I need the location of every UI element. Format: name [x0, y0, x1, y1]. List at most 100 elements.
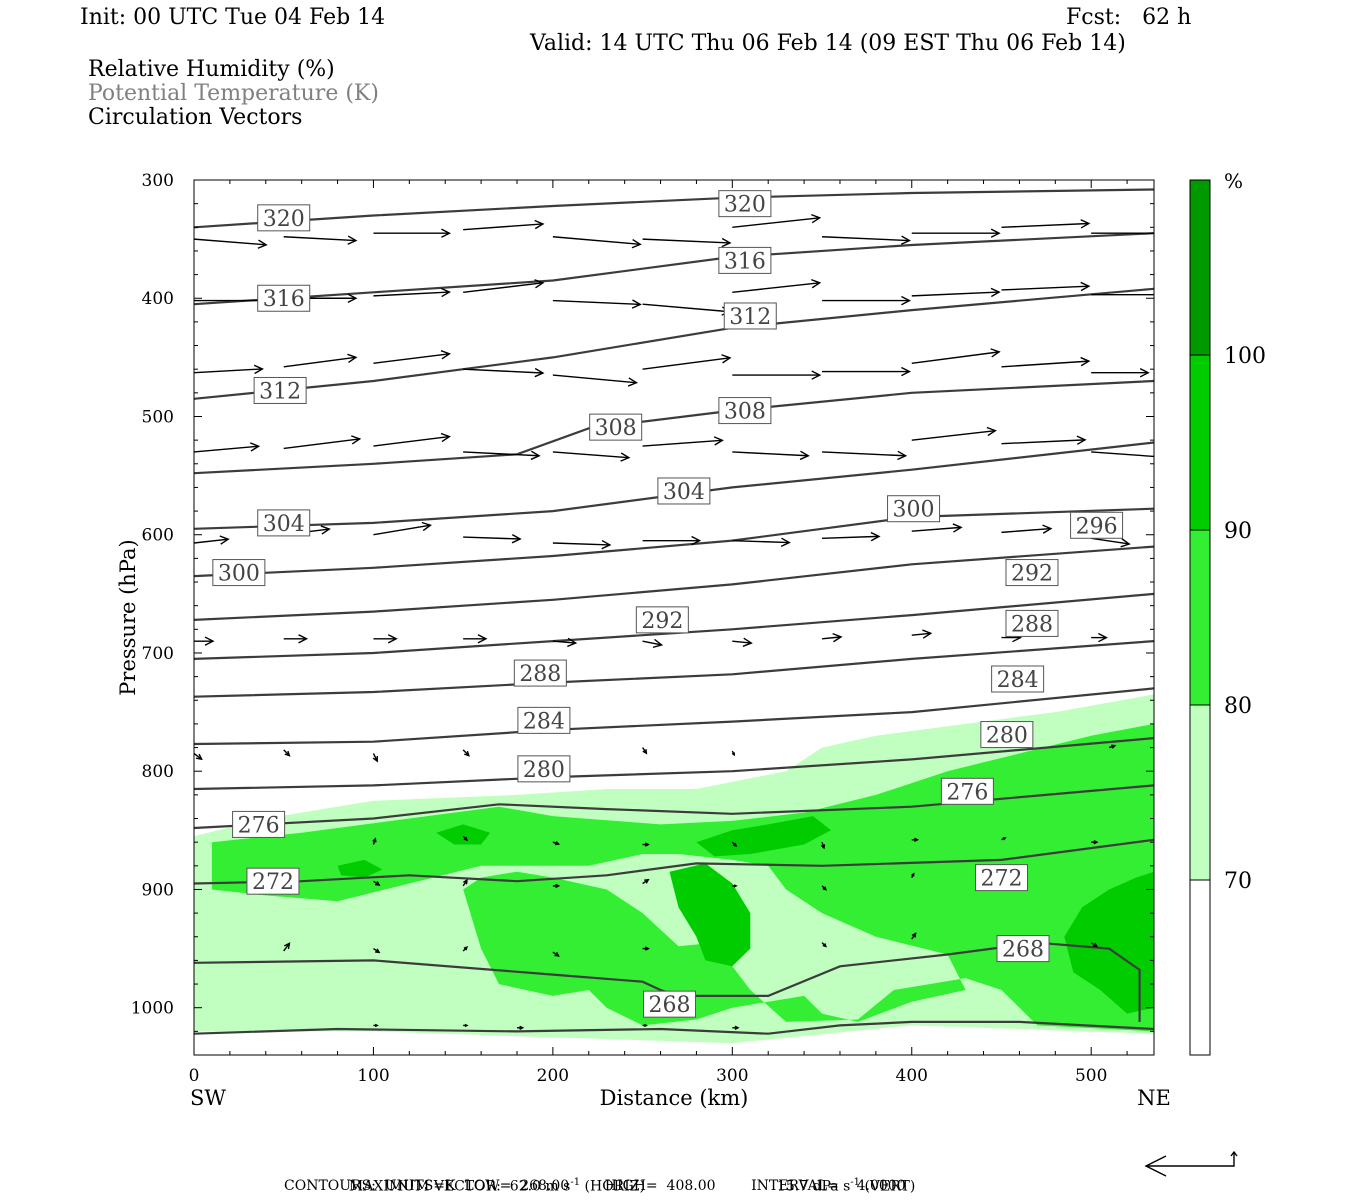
- vector-shaft: [732, 451, 809, 457]
- vector-head: [374, 948, 381, 954]
- circulation-vector: [911, 348, 1001, 364]
- vector-head: [249, 442, 261, 452]
- vector-head: [642, 749, 648, 755]
- circulation-vector: [1091, 291, 1179, 299]
- theta-label: 300: [893, 498, 935, 523]
- colorbar-label: 70: [1224, 869, 1252, 894]
- theta-contour-272: [194, 838, 1154, 885]
- vector-head: [799, 450, 810, 461]
- circulation-vector: [820, 841, 826, 850]
- theta-contour-264: [194, 1020, 1154, 1035]
- vector-shaft: [1091, 537, 1130, 545]
- x-axis-label: Distance (km): [600, 1086, 749, 1110]
- max-vector-text: MAXIMUM VECTOR: 62.0 m s-1 (HORIZ): [348, 1177, 645, 1195]
- vector-head: [195, 753, 203, 761]
- circulation-vector: [642, 747, 648, 755]
- vector-head: [644, 946, 650, 951]
- y-axis-label: Pressure (hPa): [116, 539, 140, 695]
- vector-head: [441, 228, 451, 238]
- circulation-vector: [642, 535, 702, 546]
- vector-shaft: [552, 640, 576, 644]
- vector-shaft: [194, 752, 203, 760]
- circulation-vector: [821, 942, 827, 948]
- vector-head: [463, 878, 468, 885]
- y-tick-label: 800: [142, 762, 174, 782]
- vector-head: [257, 239, 268, 249]
- colorbar-segment: [1189, 179, 1211, 356]
- vector-shaft: [822, 451, 906, 457]
- vector-shaft: [552, 451, 629, 459]
- rh-region-90: [669, 863, 751, 967]
- vector-head: [1002, 837, 1007, 841]
- vector-shaft: [194, 538, 229, 544]
- vector-head: [519, 1025, 525, 1030]
- vector-shaft: [1001, 285, 1089, 291]
- theta-contour-288: [194, 640, 1154, 698]
- theta-label-box: [257, 204, 311, 232]
- circulation-vector: [283, 353, 358, 368]
- theta-label-box: [980, 721, 1034, 749]
- circulation-vector: [1001, 435, 1087, 445]
- vector-head: [555, 883, 561, 889]
- theta-label-box: [974, 864, 1028, 892]
- circulation-vector: [1001, 837, 1007, 841]
- vector-shaft: [373, 353, 450, 364]
- circulation-vector: [463, 219, 545, 231]
- vector-shaft: [911, 429, 996, 441]
- vector-head: [567, 637, 578, 648]
- vector-head: [620, 452, 631, 462]
- vector-head: [1080, 281, 1091, 292]
- vector-shaft: [822, 236, 910, 242]
- vector-shaft: [911, 526, 962, 532]
- circulation-vector: [373, 880, 381, 886]
- rh-region-90: [436, 824, 491, 845]
- vector-head: [1139, 368, 1150, 378]
- colorbar-segment: [1189, 354, 1211, 531]
- circulation-vector: [1001, 524, 1053, 534]
- circulation-vector: [462, 749, 470, 757]
- theta-label-box: [940, 777, 994, 805]
- circulation-vector: [1091, 451, 1154, 458]
- vector-head: [463, 946, 469, 951]
- vector-head: [253, 364, 264, 375]
- vector-head: [534, 367, 545, 378]
- vector-head: [911, 872, 915, 877]
- vector-head: [374, 881, 381, 886]
- circulation-vector: [732, 884, 738, 888]
- theta-label: 272: [252, 870, 294, 895]
- circulation-vector: [1091, 839, 1099, 845]
- vector-head: [1171, 229, 1179, 237]
- vector-shaft: [373, 435, 450, 447]
- circulation-vector: [373, 350, 451, 364]
- circulation-vector: [911, 287, 1001, 298]
- circulation-vector: [911, 932, 917, 940]
- vector-head: [832, 632, 843, 643]
- circulation-vector: [463, 279, 545, 294]
- vector-head: [463, 836, 469, 842]
- circulation-vector: [194, 636, 215, 646]
- vector-head: [1171, 291, 1179, 299]
- vector-head: [440, 287, 451, 298]
- circulation-vector: [373, 432, 451, 447]
- legend-rh: Relative Humidity (%): [88, 57, 335, 82]
- circulation-vector: [552, 299, 642, 309]
- y-tick-label: 400: [142, 289, 174, 309]
- circulation-vector: [1108, 744, 1117, 749]
- circulation-vector: [194, 442, 261, 453]
- circulation-vector: [283, 942, 291, 952]
- vector-head: [298, 634, 309, 644]
- vector-head: [990, 228, 1001, 238]
- circulation-vector: [552, 451, 631, 462]
- y-tick-label: 300: [142, 171, 174, 191]
- theta-label-box: [718, 190, 772, 218]
- vector-head: [822, 943, 827, 948]
- circulation-vector: [732, 1025, 740, 1030]
- circulation-vector: [552, 883, 561, 889]
- theta-label: 288: [519, 662, 561, 687]
- theta-label: 280: [523, 758, 565, 783]
- vector-head: [1092, 942, 1099, 948]
- circulation-vector: [732, 637, 753, 647]
- circulation-vector: [822, 366, 911, 377]
- circulation-vector: [1090, 942, 1099, 948]
